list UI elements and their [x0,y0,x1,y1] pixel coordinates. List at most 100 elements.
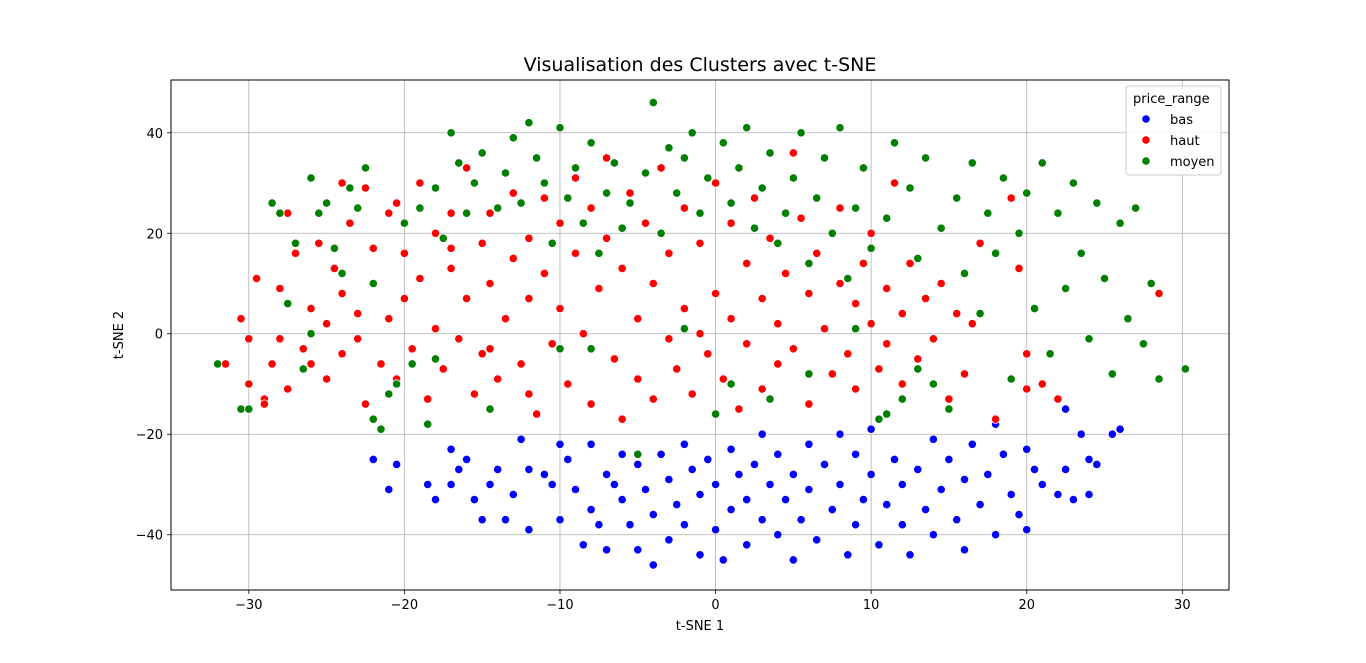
point-moyen [283,298,293,309]
point-haut [850,298,861,309]
point-haut [1014,263,1024,273]
point-moyen [998,173,1009,183]
point-bas [835,479,845,490]
plot-frame [170,79,1230,591]
x-axis-label: t-SNE 1 [676,619,724,634]
point-moyen [1123,314,1133,324]
point-bas [788,469,799,479]
point-moyen [874,414,884,424]
point-haut [726,218,736,228]
point-haut [368,243,378,253]
point-haut [990,414,1001,424]
point-bas [563,454,573,464]
point-moyen [306,329,316,339]
point-moyen [827,228,837,238]
point-moyen [835,123,845,133]
point-haut [446,263,456,273]
point-haut [524,389,534,399]
point-haut [773,359,783,369]
point-haut [430,324,441,334]
point-bas [469,494,479,505]
point-bas [843,550,853,560]
point-haut [695,238,705,248]
point-bas [1061,404,1071,414]
point-bas [1037,479,1047,490]
point-moyen [368,278,378,289]
point-haut [1037,379,1047,389]
y-tick-label: 40 [146,127,163,142]
point-haut [718,374,728,384]
point-moyen [477,148,487,158]
point-haut [384,314,394,324]
point-moyen [726,379,736,389]
point-haut [796,213,806,223]
point-bas [1092,459,1102,469]
legend-label-moyen: moyen [1170,155,1215,170]
point-moyen [508,133,518,143]
point-haut [617,263,627,273]
point-haut [321,319,332,329]
point-moyen [1154,374,1164,384]
point-haut [477,238,487,248]
point-bas [446,444,456,454]
point-moyen [695,208,705,218]
y-tick-label: −40 [136,529,163,544]
point-haut [376,359,386,369]
grid-lines [171,80,1229,590]
point-haut [1053,394,1063,404]
point-bas [601,545,612,555]
point-moyen [469,178,479,188]
point-moyen [601,188,612,198]
point-haut [757,384,767,394]
point-haut [773,319,783,329]
point-haut [843,349,853,359]
point-moyen [555,344,565,354]
legend: price_range bas haut moyen [1125,85,1222,176]
point-bas [749,459,760,469]
point-moyen [306,173,316,183]
point-haut [244,379,254,389]
point-haut [866,319,876,329]
point-moyen [765,148,775,158]
point-haut [835,278,845,289]
point-bas [446,479,456,490]
point-haut [850,384,861,394]
point-haut [454,334,464,344]
x-tick-label: 20 [1018,598,1035,613]
point-bas [1076,429,1086,439]
point-moyen [633,449,643,459]
point-haut [290,248,301,258]
point-moyen [275,208,285,218]
point-haut [664,248,674,258]
point-bas [710,525,721,535]
point-moyen [446,128,456,138]
point-moyen [959,268,970,278]
point-moyen [664,143,674,153]
point-bas [998,449,1009,459]
point-bas [858,494,869,505]
point-bas [990,530,1001,540]
point-haut [446,243,456,253]
point-moyen [524,118,534,128]
y-tick-label: 0 [155,328,163,343]
point-haut [788,148,799,158]
point-haut [975,238,985,248]
point-moyen [967,158,977,168]
point-haut [345,218,355,228]
point-bas [1068,494,1079,505]
point-moyen [555,123,565,133]
point-haut [710,288,721,299]
point-haut [905,258,915,268]
legend-items: bas haut moyen [1141,113,1215,170]
point-moyen [952,193,962,203]
point-haut [298,344,308,354]
point-moyen [672,188,682,198]
point-haut [913,354,923,364]
point-moyen [913,253,923,263]
point-haut [391,198,402,208]
point-bas [524,464,534,474]
point-haut [889,178,900,188]
point-haut [415,273,425,284]
point-bas [734,469,744,479]
point-bas [679,520,690,530]
